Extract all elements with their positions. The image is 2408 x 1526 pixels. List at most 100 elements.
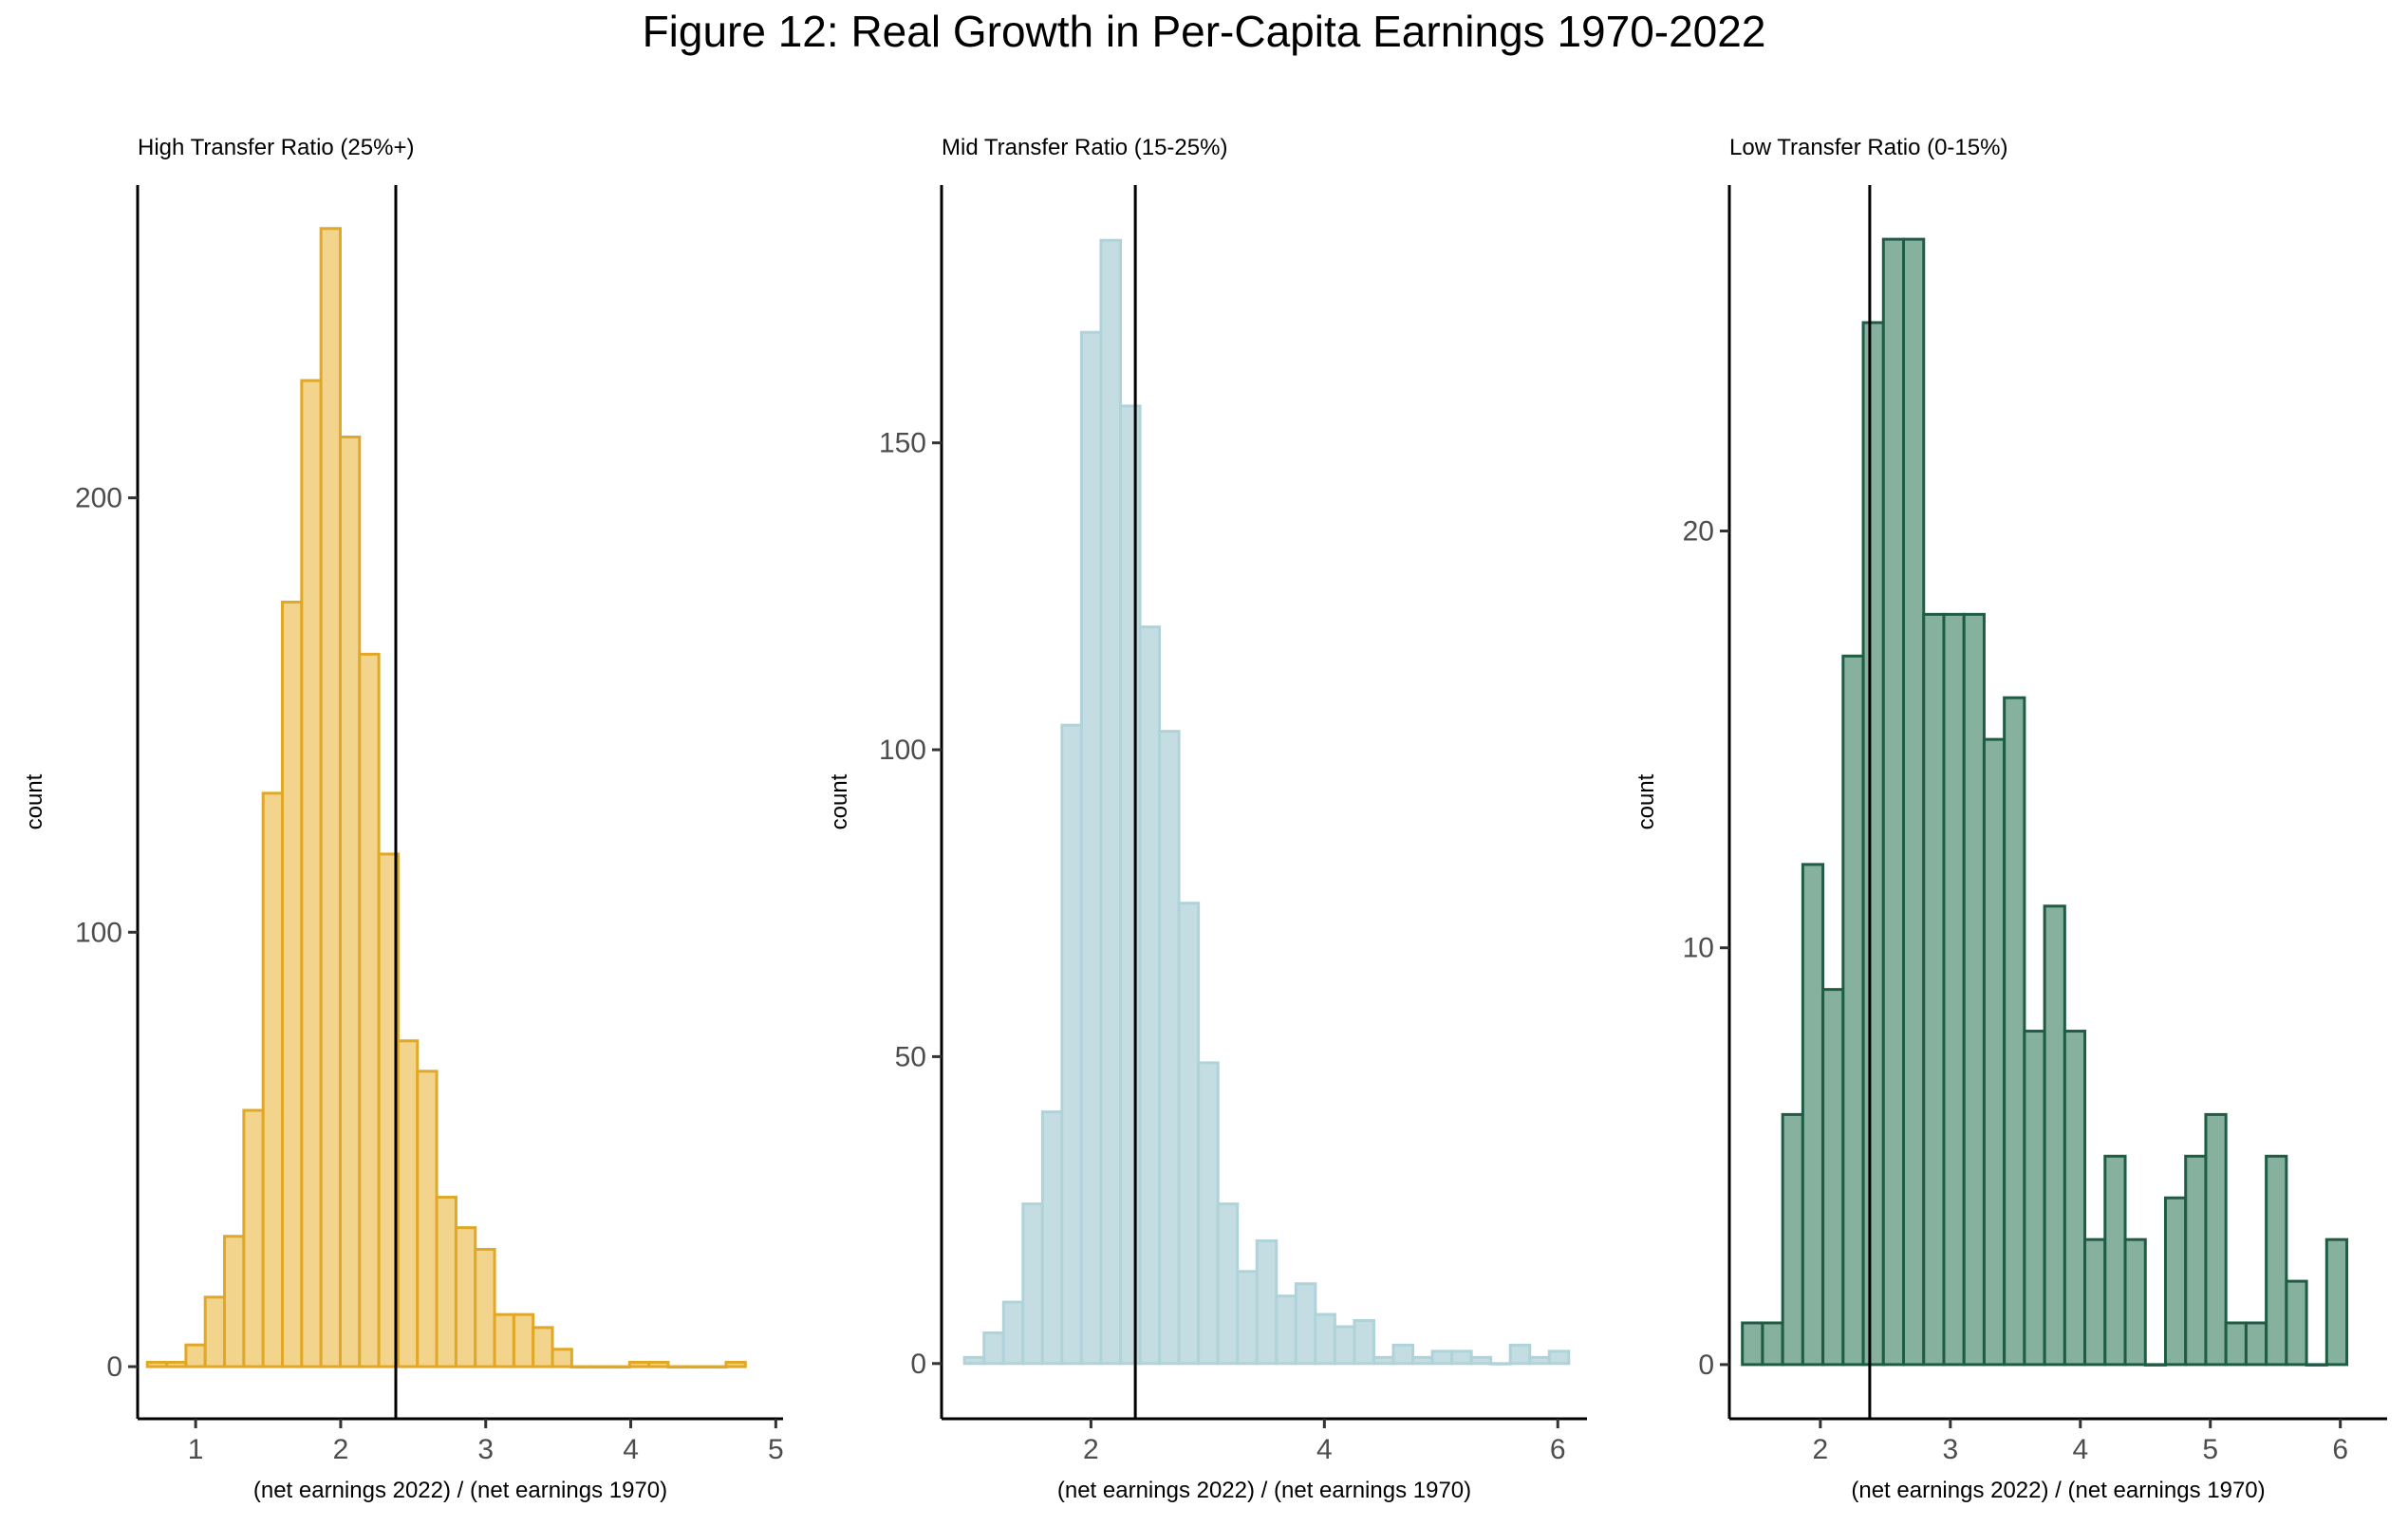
histogram-bar <box>1547 1349 1571 1366</box>
histogram-bar <box>724 1360 747 1368</box>
histogram-bar <box>666 1365 689 1369</box>
y-tick-label: 0 <box>910 1349 926 1380</box>
x-tick-label: 2 <box>333 1434 349 1465</box>
panel-title: Low Transfer Ratio (0-15%) <box>1729 135 2007 160</box>
histogram-bar <box>474 1247 496 1368</box>
histogram-bar <box>1982 737 2007 1367</box>
histogram-bar <box>203 1295 227 1368</box>
histogram-bar <box>1021 1202 1044 1366</box>
x-tick-label: 4 <box>623 1434 639 1465</box>
histogram-bar <box>1294 1282 1317 1366</box>
histogram-bar <box>1761 1321 1784 1367</box>
histogram-bar <box>1236 1270 1259 1366</box>
histogram-bar <box>627 1360 651 1368</box>
histogram-bar <box>1314 1312 1336 1366</box>
histogram-bar <box>2324 1238 2349 1367</box>
histogram-bar <box>2285 1279 2308 1367</box>
histogram-bar <box>1099 238 1123 1366</box>
histogram-bar <box>705 1365 728 1369</box>
x-tick-label: 6 <box>2332 1434 2348 1465</box>
histogram-bar <box>1489 1362 1512 1366</box>
y-tick-label: 100 <box>879 735 926 766</box>
histogram-bar <box>2265 1154 2288 1367</box>
histogram-bar <box>1411 1355 1434 1366</box>
histogram-bar <box>1528 1355 1551 1366</box>
x-tick-label: 5 <box>768 1434 784 1465</box>
histogram-bar <box>1508 1343 1532 1366</box>
histogram-bar <box>962 1355 986 1366</box>
histogram-bar <box>1881 237 1906 1367</box>
histogram-bar <box>1962 612 1986 1367</box>
histogram-bar <box>569 1365 593 1369</box>
histogram-bar <box>1001 1300 1025 1366</box>
histogram-bar <box>2204 1112 2228 1367</box>
histogram-bar <box>1821 988 1845 1367</box>
x-axis-label: (net earnings 2022) / (net earnings 1970… <box>1057 1478 1471 1503</box>
histogram-bar <box>2123 1238 2147 1367</box>
y-tick-label: 0 <box>1698 1349 1714 1381</box>
x-tick-label: 3 <box>477 1434 494 1465</box>
histogram-bar <box>454 1226 477 1368</box>
histogram-bar <box>1040 1110 1064 1366</box>
panel-low-transfer: Low Transfer Ratio (0-15%) 0 10 20 2 3 4 5 6 (net… <box>1633 135 2387 1503</box>
histogram-bar <box>2103 1154 2127 1367</box>
histogram-bar <box>165 1360 188 1368</box>
y-tick-label: 100 <box>75 917 122 948</box>
histogram-bar <box>608 1365 631 1369</box>
histogram-bar <box>396 1039 420 1368</box>
panel-high-transfer: High Transfer Ratio (25%+) 0 100 200 1 2 3 4 5 (n… <box>22 135 784 1503</box>
histogram-bar <box>1158 730 1181 1366</box>
histogram-bar <box>1861 321 1885 1367</box>
x-tick-label: 2 <box>1083 1434 1099 1465</box>
panel-title: Mid Transfer Ratio (15-25%) <box>942 135 1227 160</box>
histogram-bar <box>1922 612 1946 1367</box>
histogram-bar <box>1119 404 1142 1366</box>
histogram-bar <box>2003 696 2026 1367</box>
y-tick-label: 50 <box>895 1041 926 1072</box>
histogram-bar <box>242 1108 265 1368</box>
histogram-bar <box>493 1312 515 1368</box>
x-tick-label: 3 <box>1942 1434 1958 1465</box>
histogram-bar <box>2305 1363 2328 1367</box>
histogram-bar <box>1216 1202 1240 1366</box>
histogram-bar <box>2224 1321 2248 1367</box>
y-axis-label: count <box>827 773 852 829</box>
histogram-bar <box>1841 654 1865 1367</box>
figure-title: Figure 12: Real Growth in Per-Capita Ear… <box>642 7 1766 56</box>
histogram-bar <box>647 1360 670 1368</box>
x-axis-label: (net earnings 2022) / (net earnings 1970… <box>1851 1478 2265 1503</box>
histogram-bar <box>1902 237 1926 1367</box>
histogram-bar <box>1197 1061 1220 1366</box>
histogram-bar <box>982 1331 1005 1366</box>
histogram-bar <box>319 227 342 1368</box>
histogram-bar <box>1469 1355 1493 1366</box>
histogram-bar <box>2043 904 2066 1367</box>
histogram-bar <box>2184 1154 2208 1367</box>
histogram-bar <box>2063 1030 2087 1367</box>
panel-mid-transfer: Mid Transfer Ratio (15-25%) 0 50 100 150 2 4 6 (… <box>827 135 1587 1503</box>
y-tick-label: 150 <box>879 428 926 459</box>
histogram-bar <box>2023 1030 2046 1367</box>
histogram-bar <box>435 1196 457 1368</box>
histogram-bar <box>281 600 304 1368</box>
histogram-bar <box>1801 863 1825 1367</box>
histogram-bar <box>1781 1112 1804 1367</box>
histogram-bar <box>1138 625 1162 1366</box>
histogram-bar <box>416 1070 439 1368</box>
histogram-bar <box>261 791 285 1368</box>
y-tick-label: 10 <box>1683 933 1714 964</box>
histogram-bar <box>2143 1363 2167 1367</box>
x-tick-label: 4 <box>1316 1434 1333 1465</box>
histogram-bar <box>2244 1321 2268 1367</box>
x-tick-label: 1 <box>188 1434 204 1465</box>
panel-title: High Transfer Ratio (25%+) <box>138 135 414 160</box>
x-tick-label: 5 <box>2202 1434 2218 1465</box>
histogram-bar <box>1275 1294 1297 1366</box>
histogram-bar <box>1177 902 1201 1366</box>
histogram-bar <box>300 379 323 1368</box>
x-tick-label: 2 <box>1813 1434 1829 1465</box>
histogram-bar <box>358 652 381 1368</box>
histogram-bar <box>589 1365 612 1369</box>
histogram-bar <box>1079 330 1103 1366</box>
